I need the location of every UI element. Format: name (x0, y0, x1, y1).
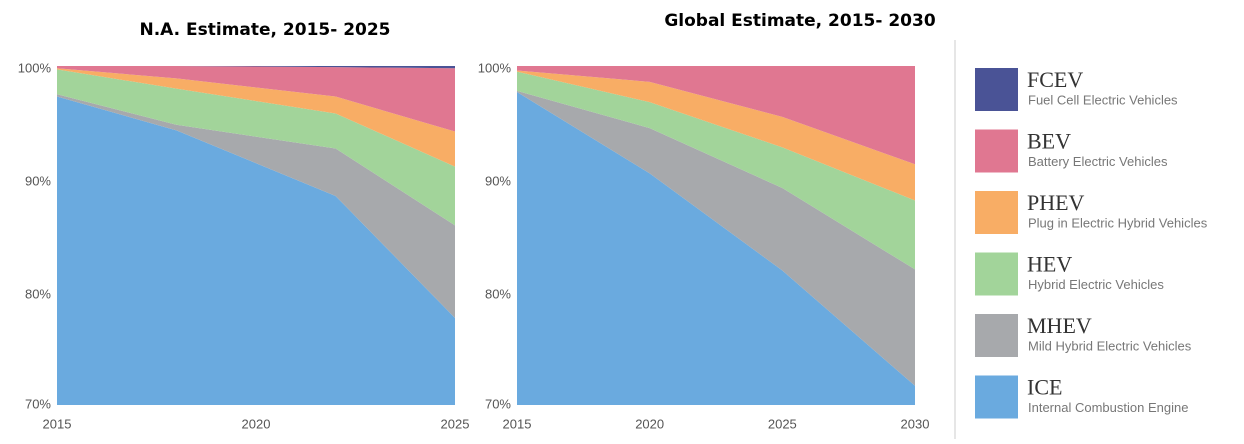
area (57, 94, 455, 318)
plot-area (57, 66, 455, 405)
y-tick-label: 70% (25, 396, 51, 411)
legend-description: Fuel Cell Electric Vehicles (1028, 92, 1178, 107)
y-tick-label: 70% (485, 396, 511, 411)
legend-description: Plug in Electric Hybrid Vehicles (1028, 215, 1208, 230)
area (57, 68, 455, 167)
legend-name: MHEV (1027, 313, 1092, 338)
legend-swatch (975, 129, 1018, 173)
area (57, 96, 455, 405)
y-tick-label: 100% (18, 60, 52, 75)
y-tick-label: 90% (485, 173, 511, 188)
legend-description: Battery Electric Vehicles (1028, 154, 1168, 169)
area (517, 91, 915, 405)
legend-name: ICE (1027, 375, 1062, 400)
area (57, 66, 455, 69)
area (517, 90, 915, 386)
x-tick-label: 2015 (43, 416, 72, 431)
x-tick-label: 2015 (503, 416, 532, 431)
legend-name: BEV (1027, 129, 1071, 154)
legend-description: Hybrid Electric Vehicles (1028, 277, 1164, 292)
y-tick-label: 80% (485, 286, 511, 301)
y-tick-label: 90% (25, 173, 51, 188)
area (517, 66, 915, 165)
legend-description: Mild Hybrid Electric Vehicles (1028, 338, 1192, 353)
legend-name: PHEV (1027, 190, 1085, 215)
plot-area (517, 66, 915, 405)
x-tick-label: 2025 (441, 416, 470, 431)
legend-name: FCEV (1027, 67, 1083, 92)
x-tick-label: 2025 (768, 416, 797, 431)
y-tick-label: 80% (25, 286, 51, 301)
area (57, 66, 455, 132)
y-tick-label: 100% (478, 60, 512, 75)
legend-name: HEV (1027, 252, 1072, 277)
x-tick-label: 2030 (901, 416, 930, 431)
chart-title: Global Estimate, 2015- 2030 (664, 11, 936, 31)
legend-swatch (975, 375, 1018, 419)
legend-swatch (975, 191, 1018, 234)
area (517, 71, 915, 270)
area (57, 69, 455, 226)
x-tick-label: 2020 (242, 416, 271, 431)
legend-swatch (975, 68, 1018, 111)
x-tick-label: 2020 (635, 416, 664, 431)
legend-description: Internal Combustion Engine (1028, 400, 1188, 415)
chart-title: N.A. Estimate, 2015- 2025 (139, 20, 390, 40)
legend-swatch (975, 314, 1018, 357)
legend-swatch (975, 252, 1018, 296)
